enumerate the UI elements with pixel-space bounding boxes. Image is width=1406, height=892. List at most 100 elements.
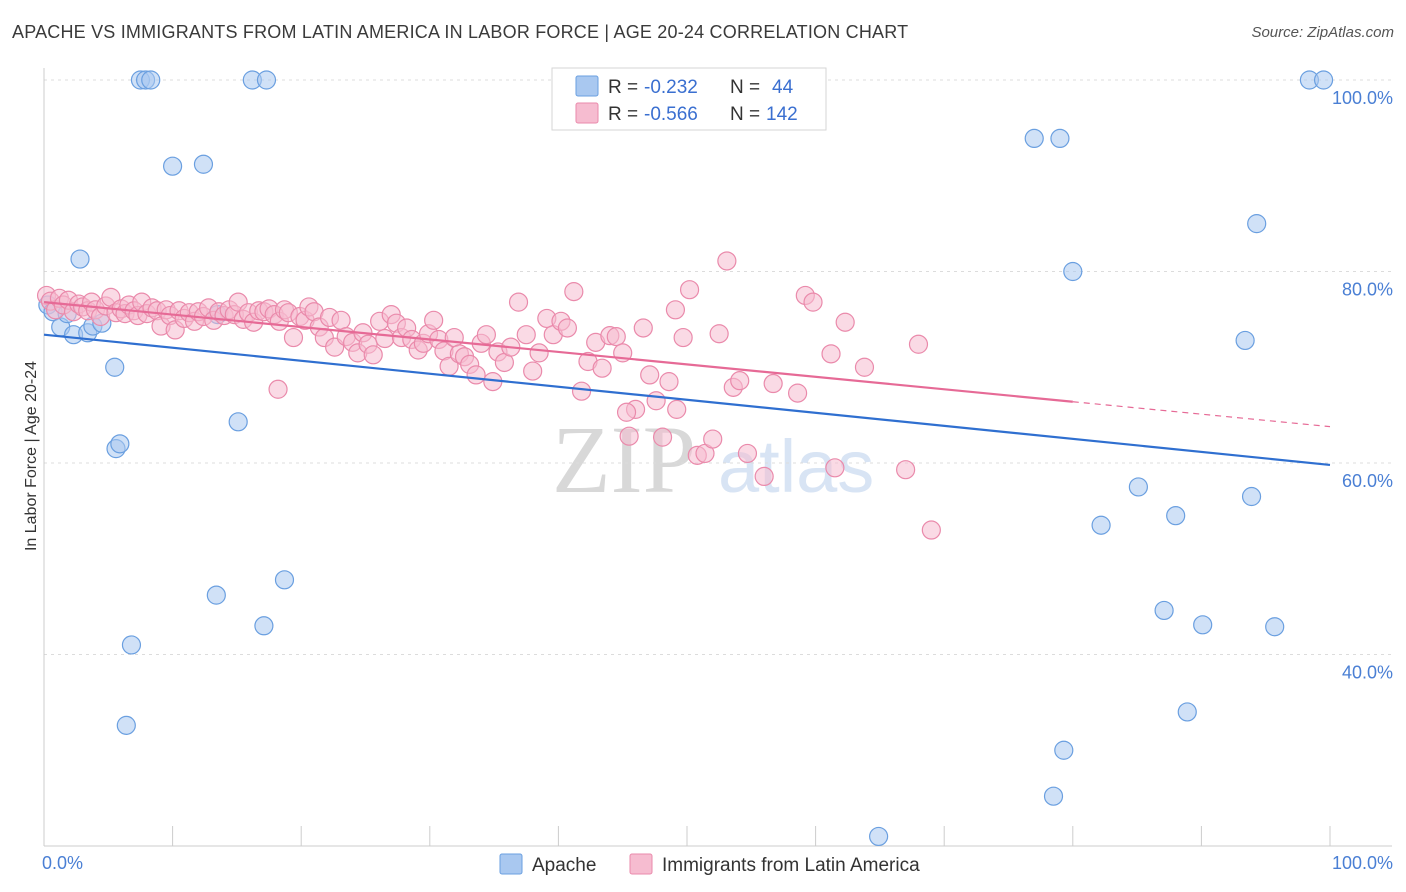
legend-swatch-latin: [575, 102, 599, 124]
latin-america-point: [476, 325, 496, 345]
latin-america-point: [908, 334, 929, 354]
latin-america-point: [571, 381, 592, 401]
legend-r-value-apache: -0.232: [644, 77, 698, 98]
latin-america-point: [516, 325, 536, 345]
latin-america-point: [679, 280, 700, 300]
y-tick-label: 40.0%: [1342, 663, 1393, 683]
apache-point: [1313, 70, 1334, 90]
latin-america-point: [665, 300, 686, 320]
y-tick-label: 60.0%: [1342, 471, 1393, 491]
apache-point: [1247, 214, 1267, 234]
y-tick-label: 100.0%: [1332, 88, 1393, 108]
latin-america-point: [331, 310, 351, 330]
x-tick-label: 0.0%: [42, 853, 83, 873]
latin-america-point: [737, 443, 758, 464]
latin-america-point: [444, 327, 464, 348]
legend-r-label-latin: R =: [608, 104, 638, 125]
apache-point: [1024, 128, 1044, 149]
y-axis-label: In Labor Force | Age 20-24: [23, 361, 40, 551]
latin-america-point: [283, 327, 304, 348]
trend-line-apache: [43, 333, 1331, 467]
latin-america-point: [557, 318, 578, 338]
latin-america-point: [717, 251, 737, 271]
apache-point: [1063, 261, 1083, 282]
correlation-legend: R = -0.232 N = 44 R = -0.566 N = 142: [551, 67, 827, 131]
legend-n-value-latin: 142: [766, 104, 798, 125]
watermark-zip: ZIP: [552, 406, 696, 513]
apache-point: [141, 70, 161, 90]
apache-point: [1177, 702, 1197, 722]
chart-title: APACHE VS IMMIGRANTS FROM LATIN AMERICA …: [12, 22, 909, 42]
latin-america-point: [835, 312, 855, 332]
latin-america-point: [633, 318, 653, 338]
apache-point: [1091, 515, 1111, 535]
latin-america-point: [466, 365, 486, 385]
apache-point: [1193, 615, 1213, 635]
latin-america-point: [640, 365, 660, 385]
apache-point: [1128, 477, 1148, 497]
latin-america-point: [646, 391, 666, 411]
apache-point: [193, 154, 214, 174]
latin-america-point: [659, 372, 679, 392]
apache-point: [1241, 486, 1262, 507]
apache-point: [228, 412, 248, 432]
latin-america-point: [592, 358, 612, 378]
bottom-legend-apache: Apache: [532, 855, 596, 876]
apache-point: [121, 635, 142, 655]
latin-america-point: [619, 426, 639, 446]
latin-america-point: [268, 379, 288, 399]
latin-america-point: [730, 371, 750, 391]
apache-point: [1235, 330, 1255, 351]
apache-point: [105, 357, 125, 377]
legend-r-label-apache: R =: [608, 77, 638, 98]
x-tick-label: 100.0%: [1332, 853, 1393, 873]
latin-america-point: [564, 282, 584, 302]
latin-america-point: [754, 466, 774, 487]
apache-point: [110, 434, 130, 454]
legend-n-label-latin: N =: [730, 104, 760, 125]
latin-america-point: [652, 427, 673, 447]
source-label: Source: ZipAtlas.com: [1251, 24, 1394, 41]
apache-point: [1265, 617, 1285, 637]
y-tick-label: 80.0%: [1342, 280, 1393, 300]
latin-america-point: [606, 327, 626, 347]
apache-point: [1043, 786, 1064, 806]
latin-america-point: [424, 310, 444, 330]
latin-america-point: [523, 361, 543, 381]
apache-point: [869, 826, 889, 847]
latin-america-point: [763, 373, 783, 394]
legend-n-value-apache: 44: [772, 77, 794, 98]
latin-america-point: [854, 357, 875, 377]
apache-point: [1054, 740, 1074, 760]
apache-point: [163, 156, 183, 176]
apache-point: [116, 715, 136, 735]
latin-america-point: [803, 292, 823, 312]
bottom-legend-swatch-latin: [629, 853, 653, 875]
latin-america-point: [673, 327, 693, 348]
x-tick-labels: 0.0% 100.0%: [42, 853, 1393, 873]
series-legend: Apache Immigrants from Latin America: [499, 853, 920, 876]
axes: [43, 68, 1392, 847]
latin-america-point: [709, 324, 729, 344]
apache-point: [70, 249, 90, 269]
y-tick-labels: 40.0% 60.0% 80.0% 100.0%: [1332, 88, 1393, 683]
legend-n-label-apache: N =: [730, 77, 760, 98]
latin-america-point: [821, 344, 841, 364]
latin-america-point: [703, 429, 723, 449]
apache-point: [1154, 600, 1174, 621]
latin-america-point: [529, 343, 549, 363]
trend-line-latin-america: [43, 301, 1073, 403]
apache-point: [254, 616, 274, 636]
apache-point: [1166, 506, 1186, 526]
latin-america-point: [508, 292, 529, 312]
apache-point: [206, 585, 226, 605]
latin-america-point: [825, 458, 845, 478]
latin-america-point: [896, 460, 916, 480]
latin-america-point: [375, 328, 395, 349]
apache-point: [256, 70, 277, 90]
bottom-legend-swatch-apache: [499, 853, 523, 875]
apache-point: [1050, 128, 1070, 149]
legend-r-value-latin: -0.566: [644, 104, 698, 125]
latin-america-point: [787, 383, 808, 403]
